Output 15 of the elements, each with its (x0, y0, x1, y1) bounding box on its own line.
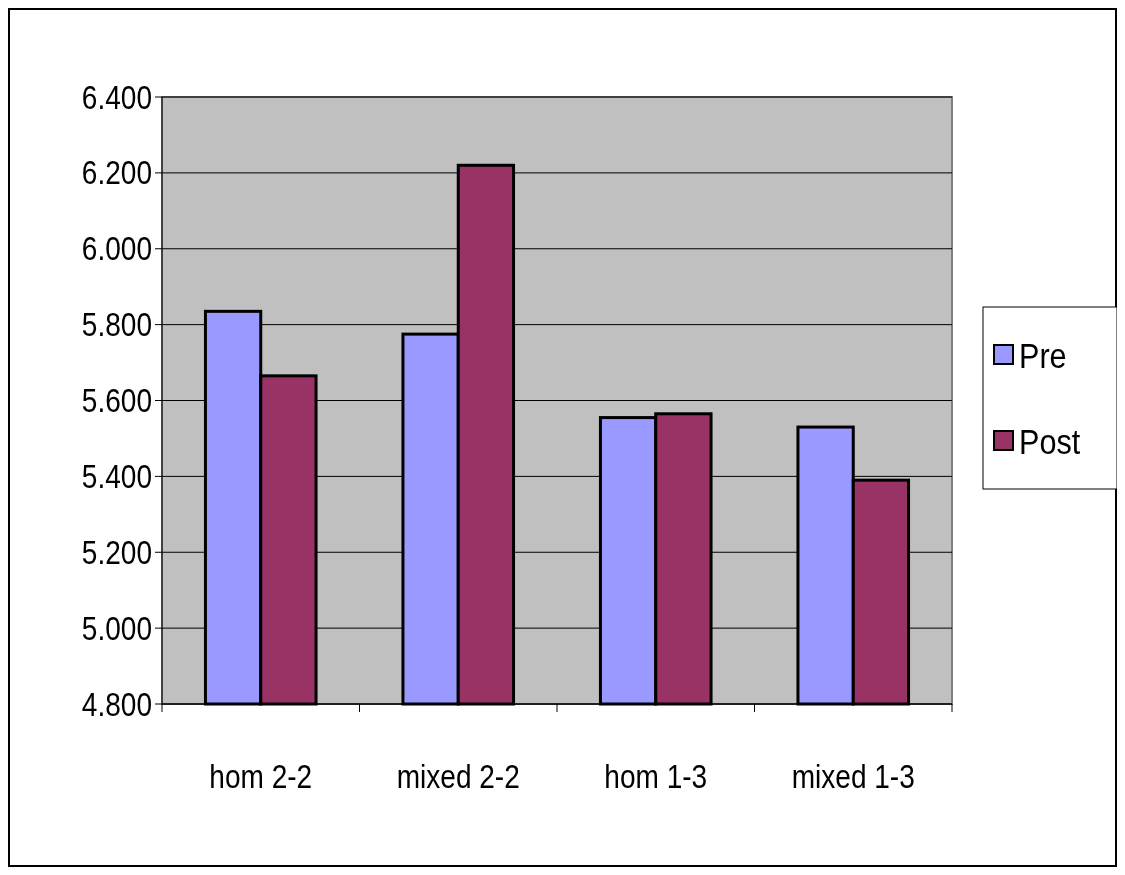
x-tick-label: mixed 1-3 (791, 757, 915, 795)
y-tick-label: 6.200 (81, 154, 152, 191)
y-tick-label: 5.200 (81, 533, 152, 571)
y-tick-label: 4.800 (81, 685, 152, 723)
y-tick-label: 5.800 (81, 306, 152, 343)
x-tick-label: mixed 2-2 (396, 757, 520, 795)
y-tick-label: 5.000 (81, 609, 152, 647)
y-tick-label: 5.400 (81, 457, 152, 495)
x-tick-label: hom 2-2 (209, 757, 313, 795)
y-tick-label: 6.000 (81, 230, 152, 267)
y-tick-label: 5.600 (81, 381, 152, 419)
legend-label: Post (1019, 421, 1081, 462)
y-tick-label: 6.400 (81, 78, 152, 116)
x-tick-label: hom 1-3 (604, 757, 708, 795)
legend-label: Pre (1019, 335, 1067, 376)
